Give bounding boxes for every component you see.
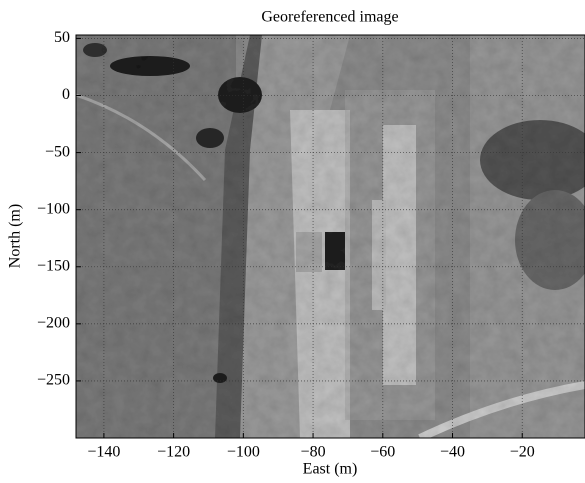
- x-tick-label: −120: [157, 444, 190, 461]
- y-tick-label: 0: [62, 86, 70, 103]
- page: Georeferenced image East (m) North (m) −…: [0, 0, 585, 483]
- chart: Georeferenced image East (m) North (m) −…: [0, 0, 585, 483]
- y-tick-label: −150: [37, 257, 70, 274]
- x-tick-label: −100: [227, 444, 260, 461]
- y-axis-label: North (m): [7, 204, 24, 268]
- y-tick-label: 50: [54, 29, 70, 46]
- x-tick-label: −40: [440, 444, 465, 461]
- y-tick-label: −50: [45, 143, 70, 160]
- chart-title: Georeferenced image: [261, 9, 398, 26]
- y-tick-label: −100: [37, 200, 70, 217]
- y-tick-label: −250: [37, 372, 70, 389]
- y-tick-label: −200: [37, 315, 70, 332]
- x-tick-label: −80: [301, 444, 326, 461]
- x-tick-label: −60: [370, 444, 395, 461]
- x-tick-label: −20: [510, 444, 535, 461]
- x-tick-label: −140: [87, 444, 120, 461]
- x-axis-label: East (m): [303, 461, 358, 478]
